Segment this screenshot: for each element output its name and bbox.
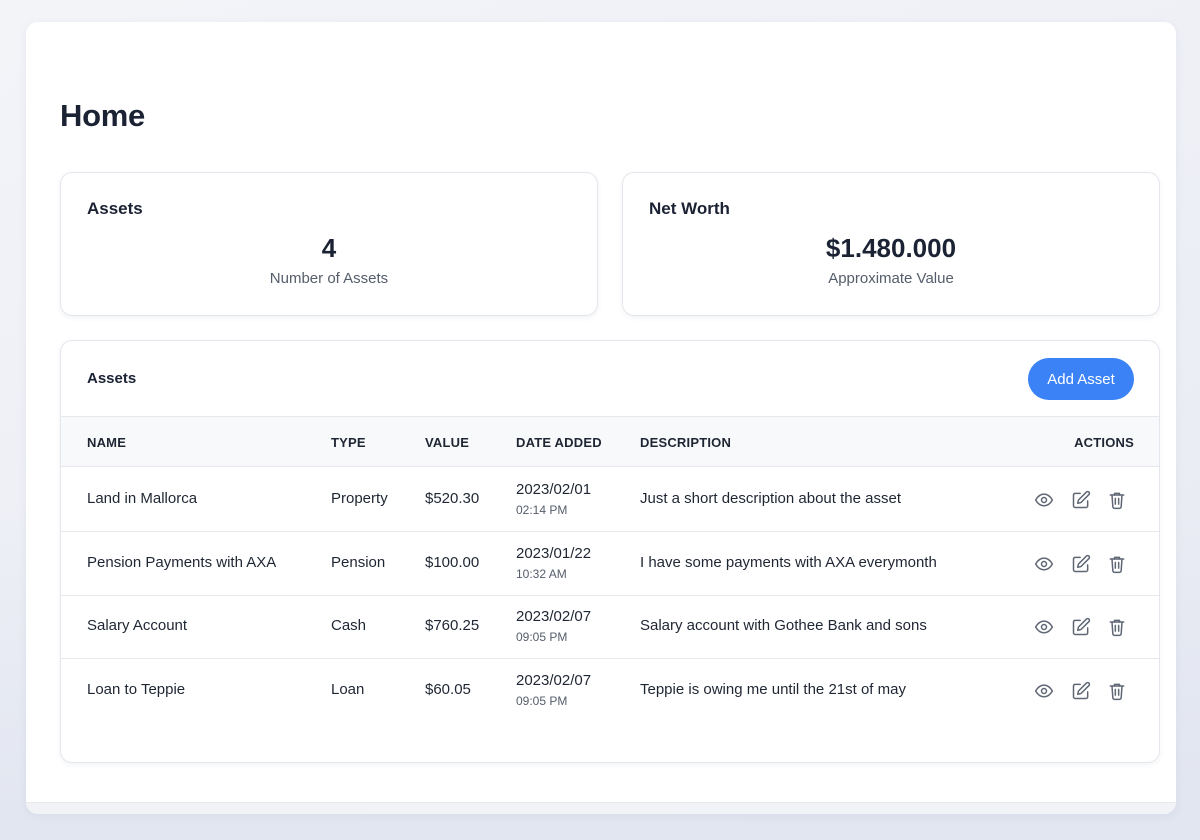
assets-stat-card: Assets 4 Number of Assets	[60, 172, 598, 316]
eye-icon[interactable]	[1033, 616, 1055, 638]
column-header-name: NAME	[87, 435, 127, 450]
asset-name: Salary Account	[87, 617, 188, 634]
trash-icon[interactable]	[1106, 680, 1128, 702]
table-column-headers: NAME TYPE VALUE DATE ADDED DESCRIPTION A…	[61, 417, 1159, 467]
asset-time: 09:05 PM	[516, 694, 568, 708]
row-actions	[1031, 680, 1131, 702]
asset-value: $520.30	[425, 490, 480, 507]
eye-icon[interactable]	[1033, 489, 1055, 511]
assets-stat-caption: Number of Assets	[269, 270, 389, 287]
asset-time: 09:05 PM	[516, 630, 568, 644]
column-header-description: DESCRIPTION	[640, 435, 732, 450]
asset-type: Property	[331, 490, 388, 507]
trash-icon[interactable]	[1106, 553, 1128, 575]
asset-date: 2023/02/01	[516, 481, 592, 498]
eye-icon[interactable]	[1033, 553, 1055, 575]
asset-name: Loan to Teppie	[87, 681, 186, 698]
assets-table-card: Assets Add Asset NAME TYPE VALUE DATE AD…	[60, 340, 1160, 763]
net-worth-value: $1.480.000	[825, 233, 957, 263]
table-header-bar: Assets Add Asset	[61, 341, 1159, 417]
row-actions	[1031, 553, 1131, 575]
trash-icon[interactable]	[1106, 616, 1128, 638]
table-row: Loan to Teppie Loan $60.05 2023/02/07 09…	[61, 659, 1159, 723]
column-header-value: VALUE	[425, 435, 470, 450]
window-footer-bar	[26, 802, 1176, 814]
asset-value: $60.05	[425, 681, 471, 698]
asset-description: Salary account with Gothee Bank and sons	[640, 617, 927, 634]
asset-date: 2023/01/22	[516, 545, 592, 562]
net-worth-stat-caption: Approximate Value	[828, 270, 954, 287]
net-worth-stat-card: Net Worth $1.480.000 Approximate Value	[622, 172, 1160, 316]
net-worth-stat-title: Net Worth	[649, 199, 730, 218]
assets-table-title: Assets	[87, 370, 137, 387]
asset-date: 2023/02/07	[516, 608, 592, 625]
pencil-square-icon[interactable]	[1070, 616, 1092, 638]
trash-icon[interactable]	[1106, 489, 1128, 511]
eye-icon[interactable]	[1033, 680, 1055, 702]
page-title: Home	[60, 98, 145, 133]
asset-description: I have some payments with AXA everymonth	[640, 554, 937, 571]
add-asset-button[interactable]: Add Asset	[1028, 358, 1134, 400]
asset-description: Just a short description about the asset	[640, 490, 901, 507]
table-row: Salary Account Cash $760.25 2023/02/07 0…	[61, 595, 1159, 659]
row-actions	[1031, 489, 1131, 511]
asset-value: $760.25	[425, 617, 480, 634]
pencil-square-icon[interactable]	[1070, 553, 1092, 575]
asset-type: Cash	[331, 617, 367, 634]
asset-time: 02:14 PM	[516, 503, 568, 517]
column-header-type: TYPE	[331, 435, 366, 450]
assets-count: 4	[321, 233, 337, 263]
asset-time: 10:32 AM	[516, 567, 567, 581]
asset-name: Land in Mallorca	[87, 490, 198, 507]
asset-description: Teppie is owing me until the 21st of may	[640, 681, 906, 698]
column-header-date-added: DATE ADDED	[516, 435, 602, 450]
assets-stat-title: Assets	[87, 199, 143, 218]
row-actions	[1031, 616, 1131, 638]
pencil-square-icon[interactable]	[1070, 489, 1092, 511]
column-header-actions: ACTIONS	[1074, 435, 1134, 450]
asset-value: $100.00	[425, 554, 480, 571]
asset-type: Pension	[331, 554, 386, 571]
app-window: Home Assets 4 Number of Assets Net Worth…	[26, 22, 1176, 814]
asset-type: Loan	[331, 681, 365, 698]
asset-date: 2023/02/07	[516, 672, 592, 689]
table-row: Land in Mallorca Property $520.30 2023/0…	[61, 468, 1159, 532]
table-row: Pension Payments with AXA Pension $100.0…	[61, 532, 1159, 596]
asset-name: Pension Payments with AXA	[87, 554, 277, 571]
pencil-square-icon[interactable]	[1070, 680, 1092, 702]
